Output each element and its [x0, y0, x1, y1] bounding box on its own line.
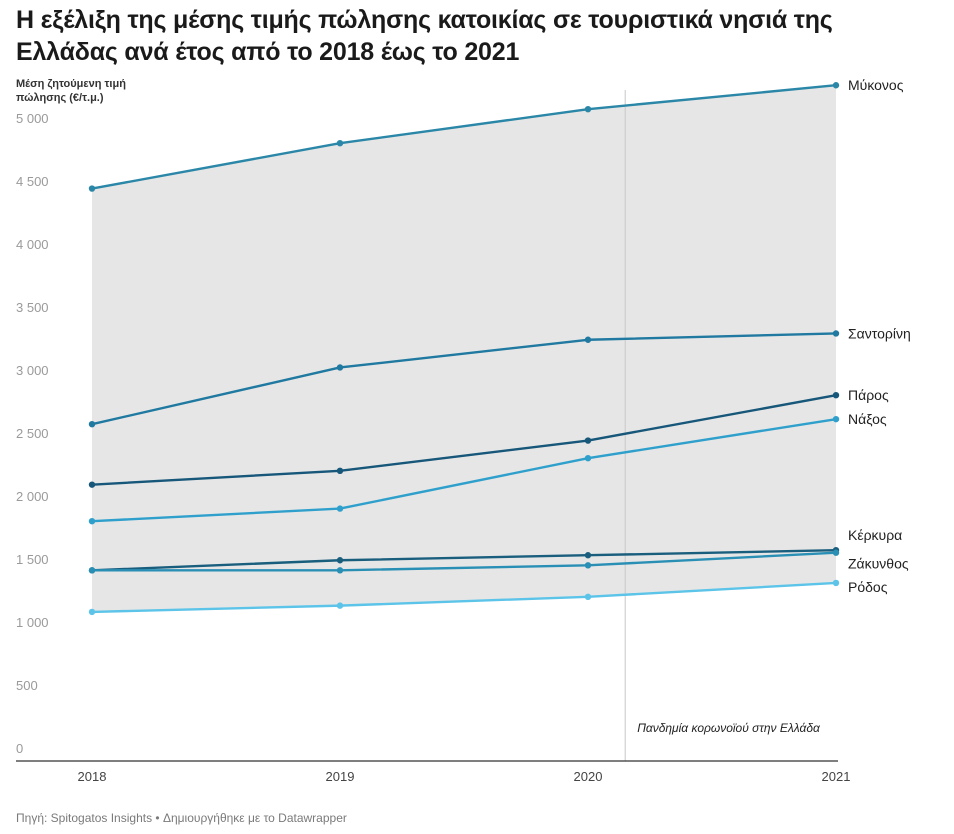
y-tick-label: 3 500 — [16, 300, 49, 315]
data-point — [584, 552, 592, 559]
y-tick-label: 2 000 — [16, 489, 49, 504]
series-label: Μύκονος — [848, 77, 904, 93]
series-label: Κέρκυρα — [848, 527, 902, 543]
y-tick-label: 4 000 — [16, 237, 49, 252]
data-point — [832, 579, 840, 587]
chart-title: Η εξέλιξη της μέσης τιμής πώλησης κατοικ… — [16, 6, 833, 66]
data-point — [88, 518, 96, 525]
data-point — [584, 455, 592, 462]
y-tick-label: 1 500 — [16, 552, 49, 567]
x-tick-label: 2018 — [78, 769, 107, 784]
series-label: Νάξος — [848, 411, 887, 427]
pandemic-annotation: Πανδημία κορωνοϊού στην Ελλάδα — [637, 721, 821, 735]
series-line — [91, 332, 837, 426]
x-tick-label: 2019 — [326, 769, 355, 784]
source-note: Πηγή: Spitogatos Insights • Δημιουργήθηκ… — [16, 811, 347, 825]
series-line — [91, 417, 837, 523]
y-axis-label: Μέση ζητούμενη τιμή πώλησης (€/τ.μ.) — [16, 78, 126, 104]
data-point — [584, 593, 592, 600]
data-point — [336, 140, 344, 147]
data-point — [336, 557, 344, 564]
x-tick-label: 2021 — [822, 769, 851, 784]
y-tick-label: 5 000 — [16, 111, 49, 126]
data-point — [88, 567, 96, 574]
data-point — [832, 392, 840, 399]
data-point — [832, 415, 840, 423]
data-point — [336, 467, 344, 474]
range-band — [92, 85, 836, 612]
data-point — [88, 608, 96, 616]
data-point — [336, 567, 344, 574]
y-tick-label: 4 500 — [16, 174, 49, 189]
data-point — [584, 105, 592, 113]
series-line — [91, 84, 837, 190]
data-point — [336, 364, 344, 371]
series-label: Πάρος — [848, 387, 889, 403]
data-point — [336, 505, 344, 512]
x-tick-label: 2020 — [574, 769, 603, 784]
data-point — [88, 185, 96, 192]
series-line — [91, 581, 837, 614]
data-point — [88, 420, 96, 428]
y-tick-label: 500 — [16, 678, 38, 693]
y-tick-label: 3 000 — [16, 363, 49, 378]
series-line — [91, 548, 837, 572]
y-tick-label: 2 500 — [16, 426, 49, 441]
data-point — [336, 602, 344, 609]
data-point — [88, 481, 96, 488]
data-point — [832, 82, 840, 89]
data-point — [584, 437, 592, 444]
series-label: Ρόδος — [848, 579, 888, 595]
y-tick-label: 1 000 — [16, 615, 49, 630]
series-label: Ζάκυνθος — [848, 556, 909, 572]
y-tick-label: 0 — [16, 741, 23, 756]
data-point — [584, 336, 592, 343]
data-point — [832, 549, 840, 556]
series-label: Σαντορίνη — [848, 325, 911, 341]
data-point — [832, 330, 840, 337]
data-point — [584, 562, 592, 569]
series-line — [91, 394, 837, 486]
series-line — [92, 551, 837, 572]
